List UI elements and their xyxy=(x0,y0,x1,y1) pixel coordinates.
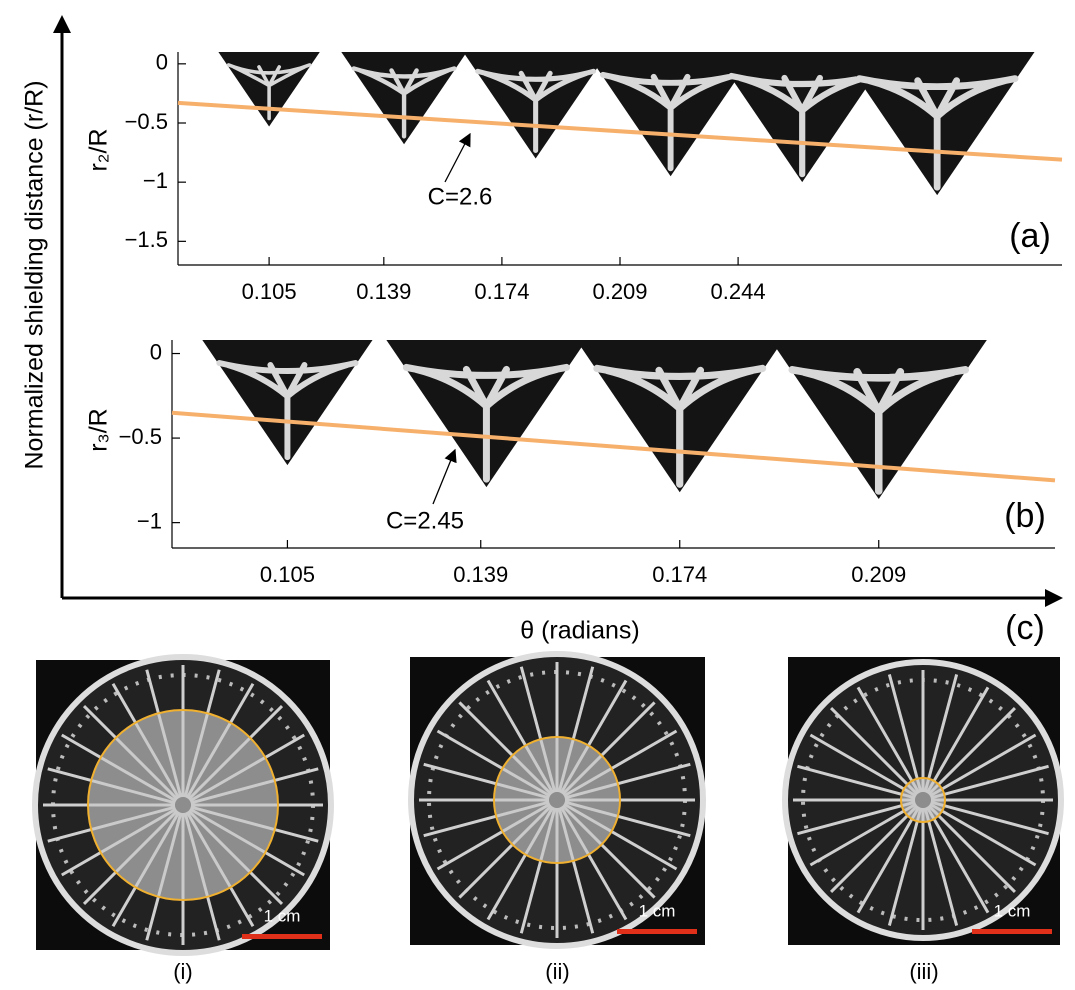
scale-label: 1 cm xyxy=(994,901,1031,920)
annotation-arrow xyxy=(433,450,455,504)
x-tick-label: 0.174 xyxy=(652,562,707,587)
y-tick-label: −1 xyxy=(143,168,168,193)
x-tick-label: 0.105 xyxy=(260,562,315,587)
figure: Normalized shielding distance (r/R) θ (r… xyxy=(0,0,1075,990)
x-tick-label: 0.209 xyxy=(851,562,906,587)
scale-bar xyxy=(242,934,322,939)
y-tick-label: 0 xyxy=(156,50,168,75)
x-tick-label: 0.139 xyxy=(356,279,411,304)
y-tick-label: −1 xyxy=(137,508,162,533)
annotation: C=2.6 xyxy=(428,183,493,210)
y-tick-label: −1.5 xyxy=(125,227,168,252)
photo-label: (ii) xyxy=(545,959,569,984)
figure-x-label: θ (radians) xyxy=(520,617,640,645)
x-tick-label: 0.139 xyxy=(453,562,508,587)
photo-label: (iii) xyxy=(909,959,938,984)
x-tick-label: 0.105 xyxy=(242,279,297,304)
y-tick-label: −0.5 xyxy=(119,424,162,449)
y-tick-label: 0 xyxy=(150,339,162,364)
x-tick-label: 0.244 xyxy=(711,279,766,304)
panel-label: (a) xyxy=(1009,217,1051,255)
annotation-arrow xyxy=(445,134,470,182)
scale-label: 1 cm xyxy=(264,906,301,925)
y-axis-label: r₃/R xyxy=(85,408,113,452)
scale-bar xyxy=(617,929,697,934)
x-tick-label: 0.174 xyxy=(474,279,529,304)
panel-label: (c) xyxy=(1005,609,1045,647)
y-axis-label: r₂/R xyxy=(85,128,113,171)
y-tick-label: −0.5 xyxy=(125,109,168,134)
photo-label: (i) xyxy=(173,959,193,984)
shielding-circle xyxy=(494,737,620,863)
figure-y-label: Normalized shielding distance (r/R) xyxy=(21,80,49,469)
scale-bar xyxy=(972,929,1052,934)
x-tick-label: 0.209 xyxy=(592,279,647,304)
shielding-circle xyxy=(88,710,278,900)
panel-label: (b) xyxy=(1004,497,1046,535)
annotation: C=2.45 xyxy=(386,507,464,534)
scale-label: 1 cm xyxy=(639,901,676,920)
shielding-circle xyxy=(901,778,945,822)
